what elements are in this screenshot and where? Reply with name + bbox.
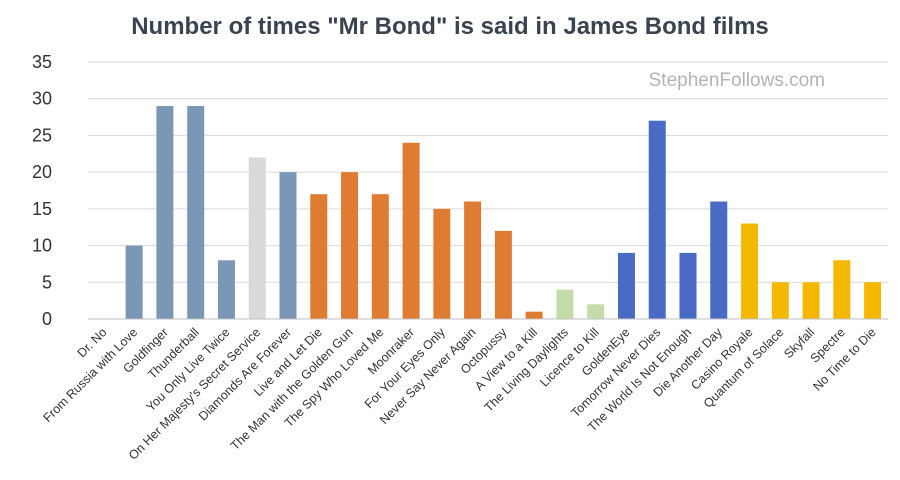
y-axis-ticks: 0 5 10 15 20 25 30 35 — [32, 52, 52, 329]
y-tick-label: 0 — [42, 309, 52, 329]
bar — [617, 252, 635, 319]
bar — [556, 289, 574, 319]
bar — [525, 311, 543, 319]
bar — [679, 252, 697, 319]
y-tick-label: 5 — [42, 272, 52, 292]
y-tick-label: 35 — [32, 52, 52, 72]
bar — [248, 157, 266, 319]
bar — [433, 208, 451, 319]
bar — [710, 201, 728, 319]
bar — [464, 201, 482, 319]
chart-title: Number of times "Mr Bond" is said in Jam… — [131, 13, 769, 40]
y-tick-label: 25 — [32, 125, 52, 145]
bar — [341, 172, 359, 319]
bar — [802, 282, 820, 319]
y-tick-label: 20 — [32, 162, 52, 182]
bar — [864, 282, 882, 319]
bar — [310, 194, 328, 319]
watermark: StephenFollows.com — [649, 70, 825, 91]
bar — [648, 120, 666, 319]
bar — [587, 304, 605, 319]
y-tick-label: 10 — [32, 236, 52, 256]
y-tick-label: 30 — [32, 89, 52, 109]
bar — [833, 260, 851, 319]
bar — [217, 260, 235, 319]
bar — [125, 245, 143, 319]
bar — [156, 106, 174, 319]
bar — [771, 282, 789, 319]
bar — [402, 142, 420, 319]
bar — [741, 223, 759, 319]
gridlines — [88, 61, 888, 283]
bars — [125, 106, 882, 319]
bar — [279, 172, 297, 319]
bar — [187, 106, 205, 319]
bar — [371, 194, 389, 319]
y-tick-label: 15 — [32, 199, 52, 219]
bar — [494, 230, 512, 319]
